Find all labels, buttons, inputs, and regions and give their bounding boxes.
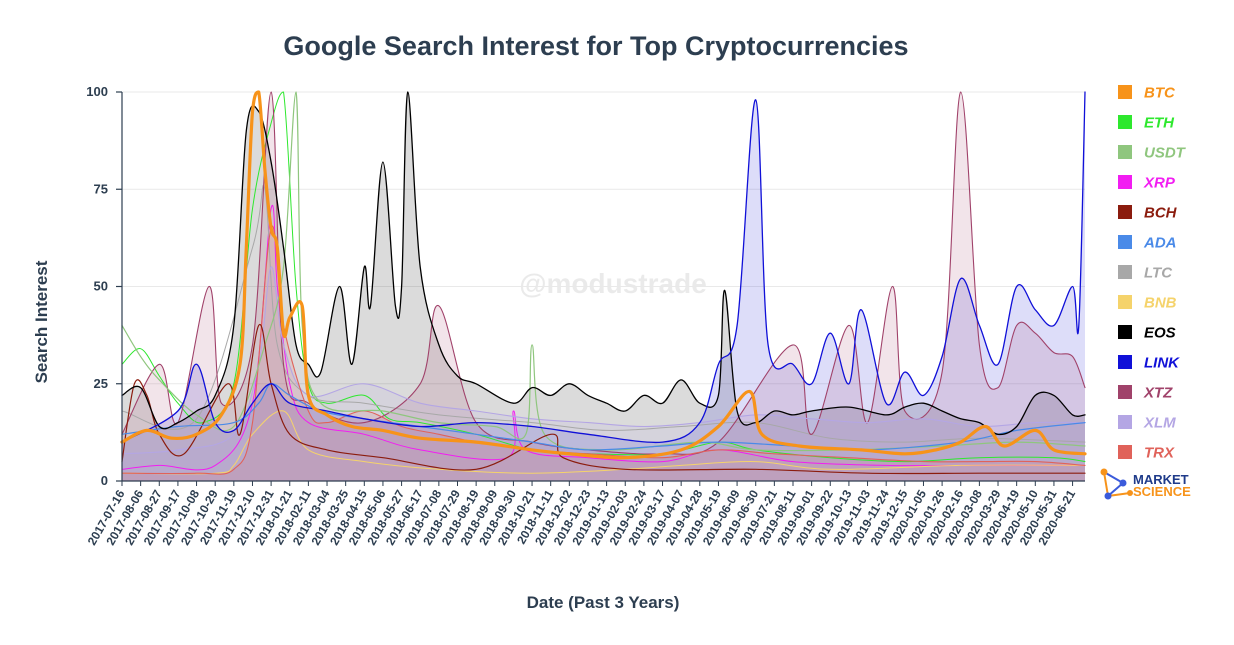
x-axis-ticks: 2017-07-162017-08-062017-08-272017-09-17…	[85, 481, 1078, 548]
legend-swatch-trx	[1118, 445, 1132, 459]
chart-title: Google Search Interest for Top Cryptocur…	[283, 31, 908, 61]
series-line-trx	[121, 225, 1086, 475]
market-science-logo: MARKET SCIENCE	[1100, 468, 1191, 500]
series-line-ada	[121, 383, 1086, 451]
series-line-xlm	[121, 266, 1086, 455]
legend-label-xtz: XTZ	[1143, 385, 1173, 402]
legend-swatch-xrp	[1118, 175, 1132, 189]
series-line-ltc	[121, 184, 1086, 443]
y-axis-title: Search Interest	[32, 260, 51, 383]
brand-line-1: MARKET	[1133, 472, 1189, 487]
series-area-trx	[122, 226, 1085, 481]
series-line-eos	[121, 91, 1086, 436]
legend-swatch-eth	[1118, 115, 1132, 129]
series-area-link	[122, 92, 1085, 481]
legend-swatch-usdt	[1118, 145, 1132, 159]
legend-label-trx: TRX	[1144, 445, 1175, 462]
y-tick-label-75: 75	[94, 181, 108, 196]
legend-swatch-ada	[1118, 235, 1132, 249]
legend: BTC ETH USDT XRP BCH ADA LTC BNB EOS LINK XTZ XLM TR…	[1118, 85, 1187, 462]
legend-label-xrp: XRP	[1143, 175, 1176, 192]
series-line-btc	[120, 90, 1087, 460]
legend-label-link: LINK	[1144, 355, 1180, 372]
y-tick-label-50: 50	[94, 279, 108, 294]
legend-swatch-btc	[1118, 85, 1132, 99]
legend-label-eos: EOS	[1144, 325, 1176, 342]
network-icon	[1100, 468, 1133, 500]
legend-swatch-eos	[1118, 325, 1132, 339]
series-line-bnb	[121, 410, 1086, 475]
legend-label-ada: ADA	[1143, 235, 1177, 252]
y-tick-label-100: 100	[86, 84, 108, 99]
brand-line-2: SCIENCE	[1133, 484, 1191, 499]
series-line-xtz	[121, 91, 1086, 455]
legend-label-xlm: XLM	[1143, 415, 1176, 432]
legend-swatch-xtz	[1118, 385, 1132, 399]
legend-label-btc: BTC	[1144, 85, 1176, 102]
y-tick-label-25: 25	[94, 376, 108, 391]
legend-swatch-ltc	[1118, 265, 1132, 279]
series-area-xtz	[122, 92, 1085, 481]
watermark: @modustrade	[519, 268, 707, 299]
series-lines	[120, 90, 1087, 475]
series-line-link	[121, 91, 1086, 444]
legend-label-usdt: USDT	[1144, 145, 1187, 162]
legend-swatch-bnb	[1118, 295, 1132, 309]
legend-swatch-bch	[1118, 205, 1132, 219]
legend-label-eth: ETH	[1144, 115, 1175, 132]
y-axis-ticks: 0 25 50 75 100	[86, 84, 122, 488]
legend-swatch-xlm	[1118, 415, 1132, 429]
y-tick-label-0: 0	[101, 473, 108, 488]
x-axis-title: Date (Past 3 Years)	[527, 593, 680, 612]
series-line-bch	[121, 323, 1086, 475]
legend-label-bnb: BNB	[1144, 295, 1177, 312]
legend-label-ltc: LTC	[1144, 265, 1173, 282]
legend-label-bch: BCH	[1144, 205, 1178, 222]
legend-swatch-link	[1118, 355, 1132, 369]
series-line-eth	[121, 91, 1086, 463]
